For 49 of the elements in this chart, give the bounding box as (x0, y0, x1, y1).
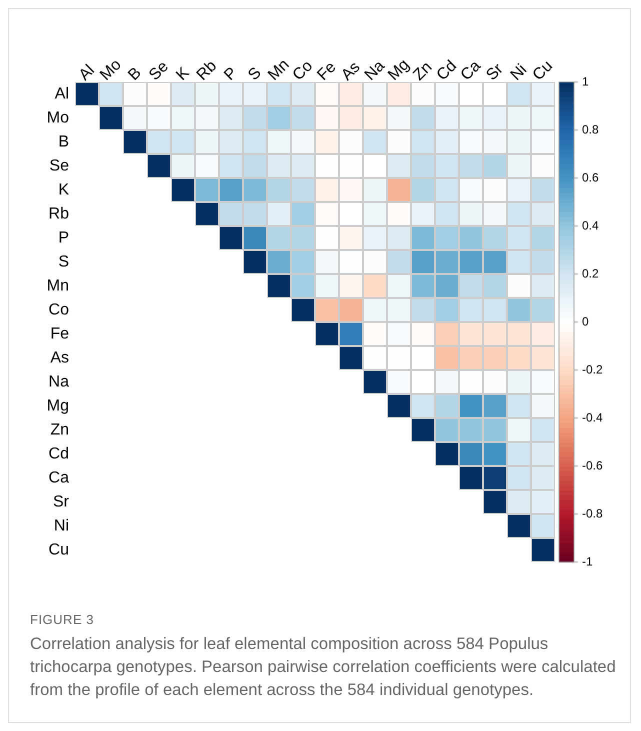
x-tick-label: Mo (97, 56, 125, 84)
y-tick-label: Zn (50, 421, 69, 438)
y-tick-label: Rb (48, 205, 70, 222)
x-tick-label: Ni (508, 61, 530, 84)
x-tick-label: K (173, 64, 193, 84)
color-bar-label: -0.6 (582, 458, 604, 472)
x-tick-label: Cd (434, 57, 460, 84)
color-bar-label: 0.4 (582, 218, 600, 232)
x-tick-label: Al (76, 62, 98, 84)
y-tick-label: Mg (46, 397, 69, 414)
y-tick-label: Al (54, 85, 69, 102)
x-tick-label: Zn (410, 58, 436, 84)
y-tick-label: Na (48, 373, 70, 390)
caption: FIGURE 3 (30, 612, 95, 627)
x-tick-label: Cu (530, 57, 556, 84)
x-tick-label: B (125, 64, 145, 84)
color-bar-label: -0.8 (582, 506, 604, 520)
x-tick-label: Rb (194, 57, 220, 84)
color-bar-label: -1 (582, 554, 593, 568)
y-tick-label: Ni (54, 517, 69, 534)
y-tick-label: Mo (46, 109, 70, 126)
color-bar-label: -0.2 (582, 362, 604, 376)
color-bar-label: 0 (582, 314, 589, 328)
color-bar-label: -0.4 (582, 410, 604, 424)
color-bar-label: 1 (582, 74, 589, 88)
x-tick-label: P (221, 64, 241, 84)
y-tick-label: Cd (48, 445, 69, 462)
x-tick-label: Fe (314, 58, 340, 84)
x-tick-label: As (338, 58, 364, 84)
y-tick-label: Cu (48, 541, 69, 558)
y-tick-label: Fe (50, 325, 70, 342)
x-tick-label: Sr (483, 60, 508, 84)
x-tick-label: Ca (458, 57, 484, 84)
color-bar-label: 0.2 (582, 266, 600, 280)
y-tick-label: K (58, 181, 70, 198)
text: Correlation analysis for leaf elemental composition across 584 Populus trichocarpa genotypes. Pearson pairwise correlation coefficients were calculated from the profile of each element across the 584 individual genotypes. (30, 634, 617, 701)
y-tick-label: Se (49, 157, 70, 174)
y-tick-label: P (58, 229, 69, 246)
y-tick-label: B (58, 133, 69, 150)
y-tick-label: As (50, 349, 69, 366)
color-bar-label: 0.8 (582, 122, 600, 136)
y-tick-label: Ca (48, 469, 70, 486)
y-tick-label: Co (48, 301, 70, 318)
y-tick-label: Mn (46, 277, 69, 294)
y-tick-label: S (58, 253, 69, 270)
x-tick-label: S (245, 64, 265, 84)
color-bar-label: 0.6 (582, 170, 600, 184)
x-tick-label: Se (146, 58, 172, 84)
y-tick-label: Sr (53, 493, 70, 510)
